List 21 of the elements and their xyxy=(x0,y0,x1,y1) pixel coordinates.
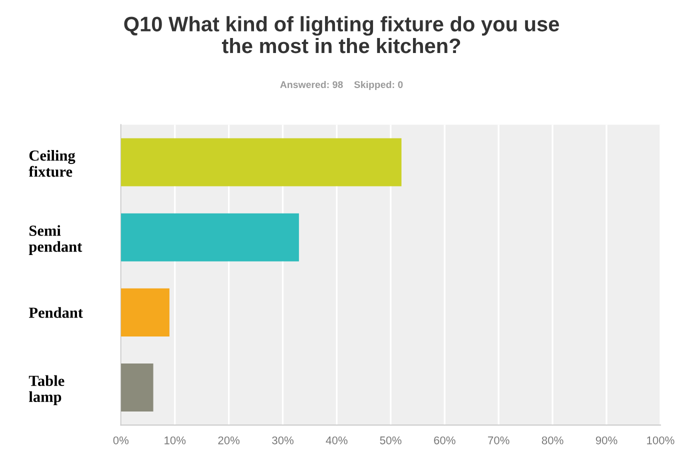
x-tick-label: 70% xyxy=(488,436,510,444)
x-tick-label: 60% xyxy=(434,436,456,444)
bar xyxy=(120,138,402,186)
y-tick-label: Table lamp xyxy=(28,375,64,406)
x-tick-label: 0% xyxy=(113,436,129,444)
bar xyxy=(120,213,299,262)
x-tick-label: 40% xyxy=(326,436,348,444)
y-tick-label: Ceiling fixture xyxy=(28,150,76,177)
x-tick-label: 50% xyxy=(380,436,402,444)
x-tick-label: 80% xyxy=(542,436,564,444)
chart-subtitle: Answered: 98 Skipped: 0 xyxy=(280,80,403,90)
chart-title: Q10 What kind of lighting fixture do you use the most in the kitchen? xyxy=(124,16,559,54)
x-tick-label: 30% xyxy=(272,436,294,444)
y-tick-label: Semi pendant xyxy=(28,225,82,255)
x-tick-label: 10% xyxy=(164,436,186,444)
y-tick-label: Pendant xyxy=(28,307,83,318)
bar xyxy=(120,363,154,412)
bar xyxy=(120,288,170,336)
x-tick-label: 100% xyxy=(647,436,674,444)
x-tick-label: 20% xyxy=(218,436,240,444)
x-tick-label: 90% xyxy=(596,436,618,444)
